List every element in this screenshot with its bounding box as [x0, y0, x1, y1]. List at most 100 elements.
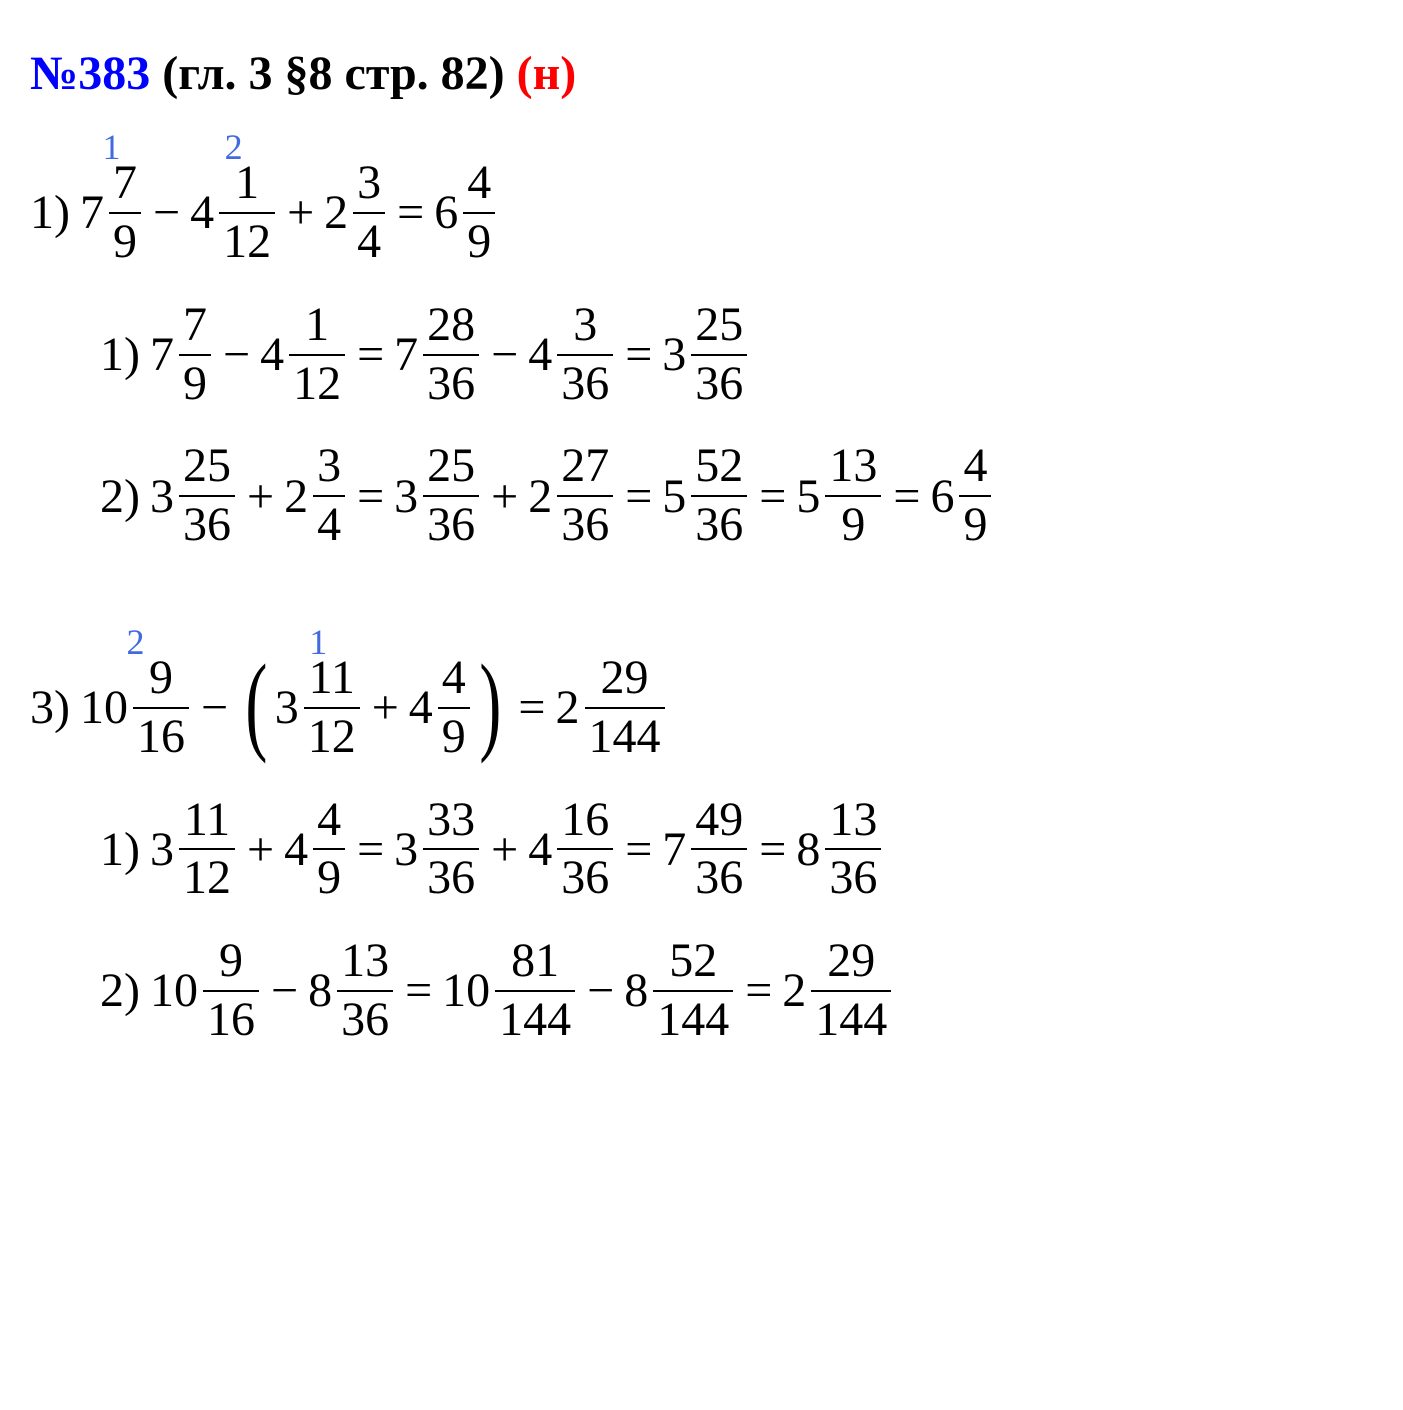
fraction-bar: [825, 495, 881, 497]
equation-step: 2)10916−81336=1081144−852144=229144: [100, 935, 1373, 1047]
numerator: 3: [313, 440, 345, 493]
whole-part: 8: [624, 957, 648, 1024]
denominator: 12: [179, 852, 235, 905]
fraction: 79: [179, 299, 211, 411]
fraction-bar: [179, 848, 235, 850]
mixed-fraction: 4112: [260, 299, 347, 411]
fraction-bar: [203, 990, 259, 992]
operator: =: [357, 816, 384, 883]
numerator: 27: [557, 440, 613, 493]
problem-number: №383: [30, 47, 150, 100]
fraction: 2536: [179, 440, 235, 552]
fraction: 112: [219, 157, 275, 269]
fraction: 29144: [585, 652, 665, 764]
operator: −: [491, 321, 518, 388]
denominator: 36: [691, 358, 747, 411]
whole-part: 2: [324, 179, 348, 246]
denominator: 36: [557, 499, 613, 552]
fraction-bar: [557, 848, 613, 850]
denominator: 36: [179, 499, 235, 552]
step-label: 1): [100, 321, 140, 388]
fraction: 34: [353, 157, 385, 269]
numerator: 1: [301, 299, 333, 352]
equation-step: 2)32536+234=32536+22736=55236=5139=649: [100, 440, 1373, 552]
numerator: 29: [597, 652, 653, 705]
fraction-bar: [557, 495, 613, 497]
fraction-bar: [313, 848, 345, 850]
operator: −: [223, 321, 250, 388]
fraction-bar: [691, 848, 747, 850]
numerator: 52: [665, 935, 721, 988]
numerator: 3: [569, 299, 601, 352]
whole-part: 3: [150, 816, 174, 883]
mixed-fraction: 10916: [150, 935, 261, 1047]
whole-part: 8: [796, 816, 820, 883]
fraction-bar: [423, 354, 479, 356]
operator: +: [247, 816, 274, 883]
numerator: 49: [691, 794, 747, 847]
fraction: 1336: [825, 794, 881, 906]
denominator: 9: [959, 499, 991, 552]
denominator: 36: [557, 358, 613, 411]
fraction: 49: [313, 794, 345, 906]
numerator: 25: [179, 440, 235, 493]
operator: =: [357, 463, 384, 530]
numerator: 25: [691, 299, 747, 352]
whole-part: 10: [442, 957, 490, 1024]
mixed-fraction: 41122: [190, 157, 277, 269]
fraction: 916: [133, 652, 189, 764]
numerator: 9: [145, 652, 177, 705]
mixed-fraction: 325 36: [662, 299, 749, 411]
fraction-bar: [825, 848, 881, 850]
mixed-fraction: 41636: [528, 794, 615, 906]
whole-part: 3: [275, 674, 299, 741]
operation-order-label: 1: [102, 122, 120, 172]
fraction-bar: [109, 212, 141, 214]
fraction-bar: [423, 848, 479, 850]
fraction: 1636: [557, 794, 613, 906]
fraction: 916: [203, 935, 259, 1047]
mixed-fraction: 229144: [782, 935, 893, 1047]
denominator: 9: [837, 499, 869, 552]
mixed-fraction: 649: [930, 440, 993, 552]
fraction-bar: [811, 990, 891, 992]
denominator: 36: [557, 852, 613, 905]
problem-reference: (гл. 3 §8 стр. 82): [162, 47, 504, 100]
fraction: 49: [463, 157, 495, 269]
operator: −: [271, 957, 298, 1024]
whole-part: 5: [796, 463, 820, 530]
fraction: 1112: [179, 794, 235, 906]
fraction-bar: [691, 354, 747, 356]
operator: =: [893, 463, 920, 530]
mixed-fraction: 33336: [394, 794, 481, 906]
mixed-fraction: 81336: [796, 794, 883, 906]
numerator: 7: [179, 299, 211, 352]
fraction-bar: [653, 990, 733, 992]
numerator: 3: [353, 157, 385, 210]
denominator: 9: [463, 216, 495, 269]
denominator: 9: [109, 216, 141, 269]
denominator: 36: [423, 852, 479, 905]
mixed-fraction: 649: [434, 157, 497, 269]
problem-label: 1): [30, 179, 70, 246]
fraction-bar: [353, 212, 385, 214]
operator: =: [625, 321, 652, 388]
operator: =: [745, 957, 772, 1024]
operator: +: [491, 463, 518, 530]
whole-part: 2: [528, 463, 552, 530]
problem-title: №383 (гл. 3 §8 стр. 82) (н): [30, 40, 1373, 107]
denominator: 12: [304, 711, 360, 764]
fraction-bar: [179, 354, 211, 356]
denominator: 36: [423, 358, 479, 411]
numerator: 29: [823, 935, 879, 988]
mixed-fraction: 852144: [624, 935, 735, 1047]
equation-main: 1)7791−41122+234=649: [30, 157, 1373, 269]
denominator: 12: [289, 358, 345, 411]
numerator: 16: [557, 794, 613, 847]
mixed-fraction: 227 36: [528, 440, 615, 552]
numerator: 9: [215, 935, 247, 988]
whole-part: 8: [308, 957, 332, 1024]
mixed-fraction: 449: [284, 794, 347, 906]
fraction: 2836: [423, 299, 479, 411]
whole-part: 3: [662, 321, 686, 388]
